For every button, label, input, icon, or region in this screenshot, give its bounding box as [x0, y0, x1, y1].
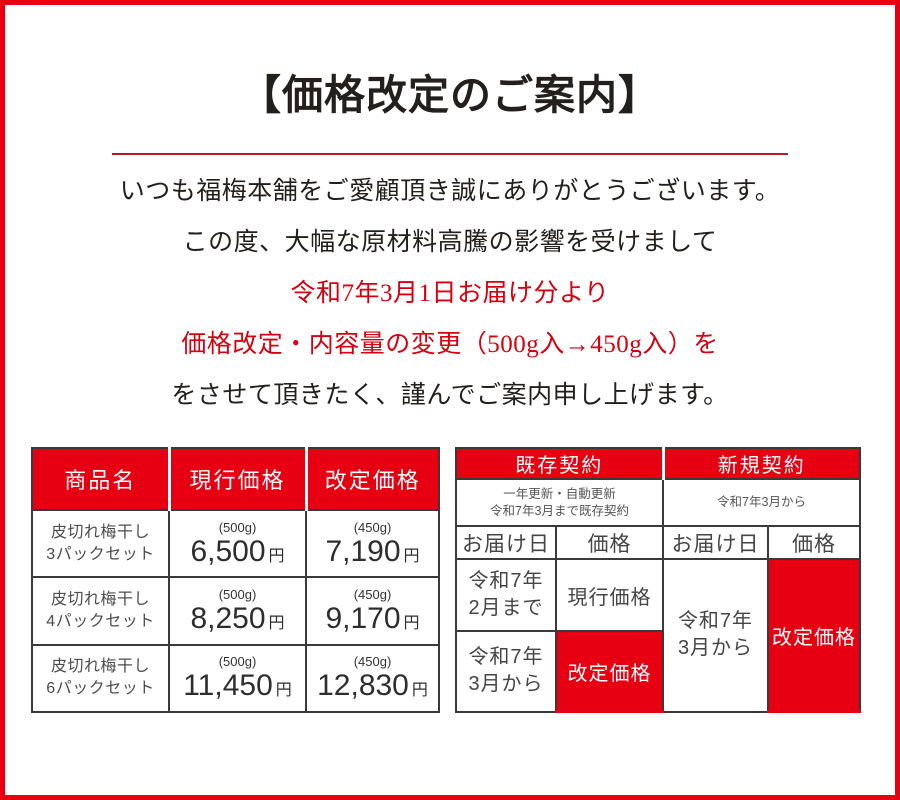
intro-line-4-accent: 価格改定・内容量の変更（500g入→450g入）を: [181, 331, 719, 358]
price-value: 12,830: [317, 669, 409, 703]
contract-row-from-march: 令和7年 3月から 改定価格: [455, 630, 860, 713]
price-value: 8,250: [190, 601, 266, 635]
yen-suffix: 円: [403, 614, 420, 632]
page-title: 【価格改定のご案内】: [240, 72, 660, 118]
contract-subtitle-row: 一年更新・自動更新 令和7年3月まで既存契約 令和7年3月から: [455, 478, 861, 527]
weight-label: (500g): [218, 519, 257, 535]
contract-header-row: 既存契約 新規契約: [455, 447, 861, 480]
existing-contract-subtitle: 一年更新・自動更新 令和7年3月まで既存契約: [455, 478, 664, 527]
product-name: 皮切れ梅干し 3パックセット: [31, 508, 170, 579]
contract-table: 既存契約 新規契約 一年更新・自動更新 令和7年3月まで既存契約 令和7年3月か…: [455, 447, 861, 713]
existing-delivery-from-march: 令和7年 3月から: [455, 630, 557, 713]
price-table-header-current: 現行価格: [167, 447, 307, 511]
weight-label: (450g): [353, 586, 392, 602]
weight-label: (500g): [218, 586, 257, 602]
yen-suffix: 円: [411, 682, 428, 700]
new-contract-header: 新規契約: [661, 447, 861, 480]
yen-suffix: 円: [275, 682, 292, 700]
price-table: 商品名 現行価格 改定価格 皮切れ梅干し 3パックセット (500g) 6,50…: [31, 447, 440, 714]
price-value: 6,500: [190, 534, 266, 568]
price-value: 11,450: [183, 669, 273, 703]
price-value: 7,190: [325, 534, 401, 568]
existing-revised-price: 改定価格: [555, 630, 664, 713]
price-table-header-product: 商品名: [31, 447, 170, 511]
current-price-cell: (500g) 6,500 円: [168, 508, 307, 579]
contract-row-until-feb: 令和7年 2月まで 現行価格 令和7年 3月から 改定価格: [455, 558, 861, 713]
new-contract-subtitle: 令和7年3月から: [662, 478, 861, 527]
new-revised-price: 改定価格: [767, 558, 861, 713]
new-delivery-from-march: 令和7年 3月から: [662, 558, 769, 713]
product-name: 皮切れ梅干し 4パックセット: [31, 576, 170, 646]
revised-price-cell: (450g) 7,190 円: [305, 508, 440, 579]
price-table-row-3: 皮切れ梅干し 6パックセット (500g) 11,450 円 (450g) 12,…: [31, 643, 440, 714]
price-table-header-revised: 改定価格: [304, 447, 440, 511]
existing-contract-header: 既存契約: [455, 447, 664, 480]
title-divider: [112, 153, 788, 155]
new-price-header: 価格: [767, 525, 861, 560]
new-delivery-header: お届け日: [662, 525, 769, 560]
price-value: 9,170: [325, 601, 401, 635]
price-table-row-2: 皮切れ梅干し 4パックセット (500g) 8,250 円 (450g) 9,17…: [31, 576, 440, 646]
yen-suffix: 円: [268, 547, 285, 565]
intro-text-block: いつも福梅本舗をご愛顧頂き誠にありがとうございます。 この度、大幅な原材料高騰の…: [5, 166, 895, 421]
current-price-cell: (500g) 8,250 円: [168, 576, 307, 646]
weight-label: (450g): [353, 519, 392, 535]
intro-line-3-accent: 令和7年3月1日お届け分より: [290, 280, 610, 307]
product-name: 皮切れ梅干し 6パックセット: [31, 643, 170, 714]
price-table-row-1: 皮切れ梅干し 3パックセット (500g) 6,500 円 (450g) 7,19…: [31, 508, 440, 579]
existing-current-price: 現行価格: [555, 558, 664, 632]
yen-suffix: 円: [268, 614, 285, 632]
existing-price-header: 価格: [555, 525, 664, 560]
price-table-header-row: 商品名 現行価格 改定価格: [31, 447, 440, 511]
intro-line-5: をさせて頂きたく、謹んでご案内申し上げます。: [171, 382, 729, 409]
revised-price-cell: (450g) 12,830 円: [305, 643, 440, 714]
existing-delivery-until-feb: 令和7年 2月まで: [455, 558, 557, 632]
existing-delivery-header: お届け日: [455, 525, 557, 560]
weight-label: (450g): [353, 654, 392, 670]
weight-label: (500g): [218, 654, 257, 670]
tables-row: 商品名 現行価格 改定価格 皮切れ梅干し 3パックセット (500g) 6,50…: [31, 447, 861, 714]
intro-line-2: この度、大幅な原材料高騰の影響を受けまして: [182, 229, 718, 256]
revised-price-cell: (450g) 9,170 円: [305, 576, 440, 646]
intro-line-1: いつも福梅本舗をご愛顧頂き誠にありがとうございます。: [119, 178, 781, 205]
contract-column-header-row: お届け日 価格 お届け日 価格: [455, 525, 861, 560]
current-price-cell: (500g) 11,450 円: [168, 643, 307, 714]
yen-suffix: 円: [403, 547, 420, 565]
